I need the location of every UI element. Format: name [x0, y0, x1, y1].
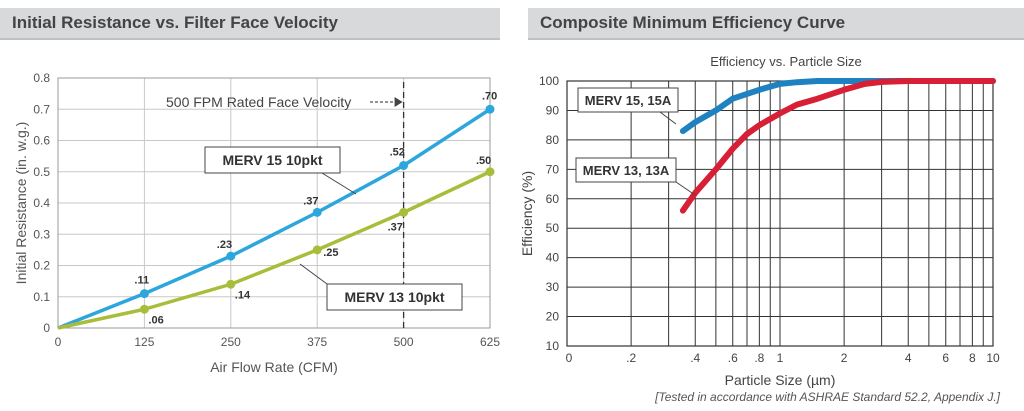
series-line [57, 170, 491, 330]
data-label: .11 [134, 275, 149, 287]
x-tick-label: 375 [307, 335, 327, 349]
left-chart-header: Initial Resistance vs. Filter Face Veloc… [0, 8, 500, 40]
data-point [312, 207, 322, 217]
data-label: .37 [388, 221, 403, 233]
merv13-13a-legend-label: MERV 13, 13A [583, 163, 670, 178]
x-tick-label: 4 [905, 351, 912, 365]
x-tick-label: 10 [986, 351, 1000, 365]
data-point [139, 304, 149, 314]
y-tick-label: 30 [546, 280, 560, 294]
rated-velocity-arrowhead [394, 97, 403, 107]
y-tick-label: 60 [546, 192, 560, 206]
data-point [399, 207, 409, 217]
y-tick-label: 0.5 [33, 165, 50, 179]
x-tick-label: 2 [841, 351, 848, 365]
data-point [226, 251, 236, 261]
x-tick-label: 125 [134, 335, 154, 349]
callout-box [577, 87, 679, 113]
y-axis-label: Initial Resistance (in. w.g.) [13, 122, 29, 285]
x-tick-label: 8 [969, 351, 976, 365]
data-label: .23 [217, 239, 232, 251]
data-label: .70 [482, 90, 497, 102]
data-label: .37 [303, 195, 318, 207]
y-tick-label: 0.2 [33, 259, 50, 273]
plot-frame [57, 77, 491, 329]
right-chart-header: Composite Minimum Efficiency Curve [528, 8, 1024, 40]
y-tick-label: 0 [43, 321, 50, 335]
x-tick-label: 6 [942, 351, 949, 365]
merv13-legend-label: MERV 13 10pkt [344, 289, 444, 305]
series-line [57, 107, 491, 330]
y-tick-label: 70 [546, 162, 560, 176]
resistance-chart: 0 0.1 0.2 0.3 0.4 0.5 0.6 0.7 0.8 0 125 250 375 500 62… [13, 71, 500, 375]
x-tick-label: 0 [55, 335, 62, 349]
y-tick-label: 10 [546, 339, 560, 353]
y-tick-label: 0.7 [33, 102, 50, 116]
series-line [679, 78, 996, 214]
data-point [226, 279, 236, 289]
callout-box [326, 283, 463, 311]
data-point [399, 161, 409, 170]
y-tick-label: 50 [546, 221, 560, 235]
y-tick-label: 0.1 [33, 290, 50, 304]
rated-velocity-label: 500 FPM Rated Face Velocity [166, 94, 351, 110]
x-axis-label: Air Flow Rate (CFM) [210, 359, 338, 375]
efficiency-chart-subtitle: Efficiency vs. Particle Size [710, 54, 861, 69]
y-tick-label: 80 [546, 133, 560, 147]
y-tick-label: 40 [546, 251, 560, 265]
x-tick-label: .8 [754, 351, 764, 365]
y-axis-label: Efficiency (%) [519, 171, 535, 256]
data-label: .14 [235, 289, 251, 301]
callout-leader [675, 181, 696, 196]
y-tick-label: 100 [539, 74, 559, 88]
merv15-15a-legend-label: MERV 15, 15A [585, 93, 672, 108]
x-tick-label: 250 [221, 335, 241, 349]
y-tick-label: 0.8 [33, 71, 50, 85]
data-label: .25 [323, 247, 338, 259]
x-tick-label: 625 [480, 335, 500, 349]
x-axis-label: Particle Size (µm) [725, 372, 836, 388]
data-label: .50 [476, 155, 491, 167]
callout-leader [659, 111, 677, 125]
left-chart-title: Initial Resistance vs. Filter Face Veloc… [12, 13, 338, 32]
data-point [312, 245, 322, 255]
data-point [139, 289, 149, 299]
data-label: .52 [390, 147, 405, 159]
callout-box [204, 146, 341, 174]
series-line [679, 78, 996, 135]
right-chart-title: Composite Minimum Efficiency Curve [540, 13, 846, 32]
y-tick-label: 0.6 [33, 134, 50, 148]
merv15-legend-label: MERV 15 10pkt [222, 152, 322, 168]
data-point [485, 104, 495, 114]
x-tick-label: .2 [626, 351, 636, 365]
x-tick-label: 500 [394, 335, 414, 349]
callout-box [575, 157, 677, 183]
y-tick-label: 90 [546, 103, 560, 117]
x-tick-label: 0 [566, 351, 573, 365]
data-label: .06 [148, 314, 163, 326]
callout-leader [321, 172, 357, 195]
test-standard-footnote: [Tested in accordance with ASHRAE Standa… [655, 390, 1000, 404]
callout-leader [299, 263, 328, 285]
y-tick-label: 20 [546, 310, 560, 324]
x-tick-label: .6 [728, 351, 738, 365]
x-tick-label: 1 [777, 351, 784, 365]
y-tick-label: 0.3 [33, 227, 50, 241]
data-point [485, 167, 495, 177]
x-tick-label: .4 [690, 351, 700, 365]
y-tick-label: 0.4 [33, 196, 50, 210]
